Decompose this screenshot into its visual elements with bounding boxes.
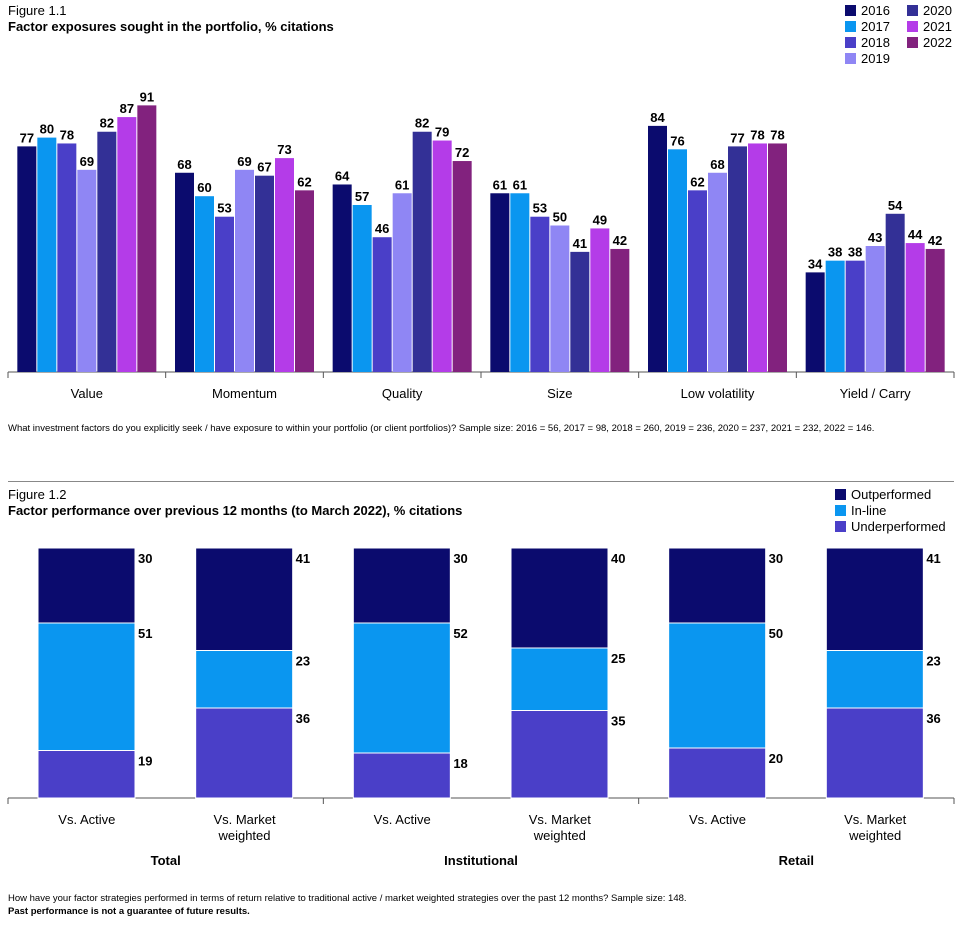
stacked-segment: [38, 623, 135, 751]
stacked-segment: [353, 753, 450, 798]
category-label: Vs. Market: [213, 812, 276, 827]
data-label: 41: [296, 551, 310, 566]
stacked-segment: [353, 548, 450, 623]
stacked-segment: [511, 548, 608, 648]
stacked-segment: [38, 548, 135, 623]
data-label: 18: [453, 756, 467, 771]
data-label: 50: [769, 626, 783, 641]
group-label: Retail: [779, 853, 814, 868]
category-label: Vs. Market: [529, 812, 592, 827]
figure2-note-bold: Past performance is not a guarantee of f…: [8, 906, 250, 917]
category-label: Vs. Market: [844, 812, 907, 827]
data-label: 30: [769, 551, 783, 566]
category-label: weighted: [848, 828, 901, 843]
stacked-segment: [669, 548, 766, 623]
category-label: weighted: [533, 828, 586, 843]
category-label: weighted: [217, 828, 270, 843]
category-label: Vs. Active: [374, 812, 431, 827]
stacked-segment: [511, 648, 608, 711]
data-label: 25: [611, 651, 625, 666]
factor-performance-chart: 305119Vs. Active412336Vs. Marketweighted…: [0, 0, 963, 880]
data-label: 36: [296, 711, 310, 726]
data-label: 20: [769, 751, 783, 766]
data-label: 40: [611, 551, 625, 566]
category-label: Vs. Active: [689, 812, 746, 827]
data-label: 36: [926, 711, 940, 726]
group-label: Total: [151, 853, 181, 868]
data-label: 30: [138, 551, 152, 566]
data-label: 51: [138, 626, 152, 641]
stacked-segment: [196, 708, 293, 798]
stacked-segment: [669, 623, 766, 748]
data-label: 19: [138, 754, 152, 769]
data-label: 41: [926, 551, 940, 566]
data-label: 23: [926, 654, 940, 669]
data-label: 30: [453, 551, 467, 566]
stacked-segment: [38, 751, 135, 799]
group-label: Institutional: [444, 853, 518, 868]
category-label: Vs. Active: [58, 812, 115, 827]
stacked-segment: [826, 651, 923, 709]
stacked-segment: [196, 548, 293, 651]
figure2-note: How have your factor strategies performe…: [8, 893, 687, 904]
stacked-segment: [196, 651, 293, 709]
stacked-segment: [669, 748, 766, 798]
data-label: 23: [296, 654, 310, 669]
stacked-segment: [511, 711, 608, 799]
data-label: 35: [611, 714, 625, 729]
stacked-segment: [826, 548, 923, 651]
data-label: 52: [453, 626, 467, 641]
stacked-segment: [353, 623, 450, 753]
stacked-segment: [826, 708, 923, 798]
